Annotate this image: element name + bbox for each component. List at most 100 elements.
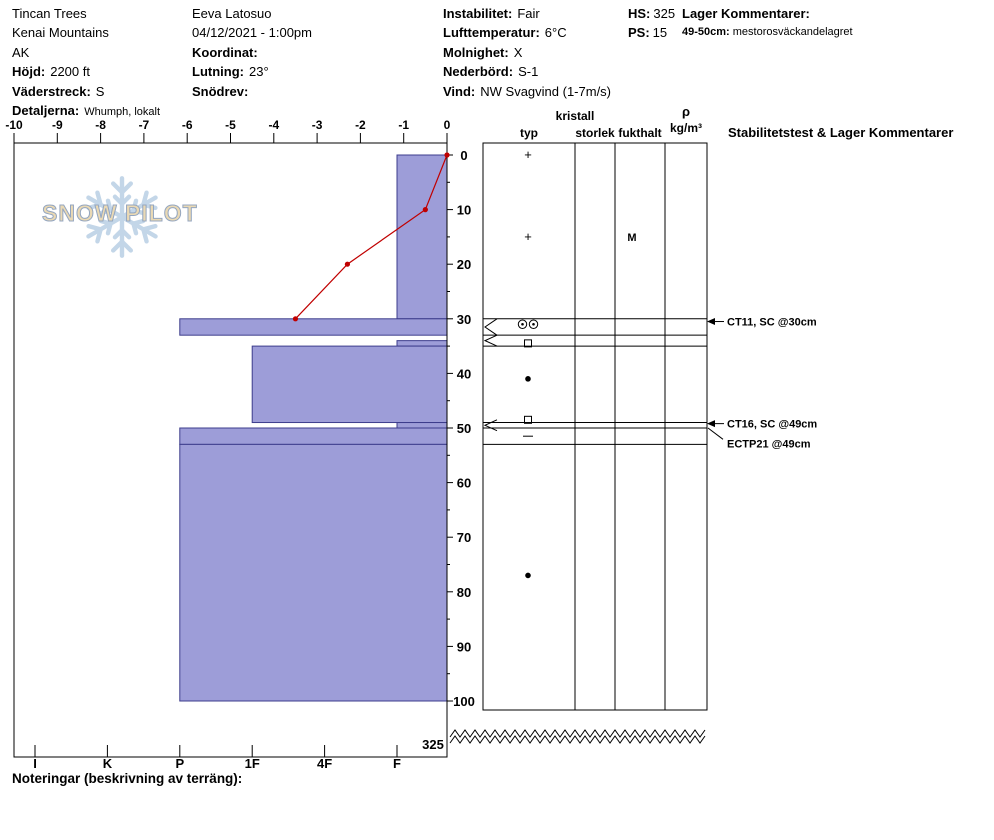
- grain-symbol-square: [524, 415, 532, 424]
- depth-axis-label: 60: [457, 476, 471, 491]
- aspect-row: Väderstreck: S: [12, 82, 160, 101]
- test-arrow-head: [707, 318, 715, 326]
- depth-axis-label: 40: [457, 366, 471, 381]
- site-name: Tincan Trees: [12, 6, 87, 21]
- wind-row: Vind: NW Svagvind (1-7m/s): [443, 82, 611, 101]
- state: AK: [12, 44, 30, 60]
- elevation-label: Höjd:: [12, 64, 46, 80]
- hs-row: HS: 325: [628, 4, 675, 23]
- snow-layer-bar: [179, 427, 448, 445]
- hs-value: 325: [653, 6, 676, 21]
- header-location: Tincan Trees Kenai Mountains AK Höjd: 220…: [12, 4, 160, 122]
- air-temp-value: 6°C: [544, 25, 567, 41]
- test-label: CT11, SC @30cm: [727, 317, 817, 329]
- test-arrow-head: [707, 420, 715, 428]
- temp-axis-label: -4: [268, 118, 279, 132]
- coordinates-label: Koordinat:: [192, 44, 258, 60]
- grain-symbol-plus: +: [524, 147, 532, 162]
- depth-axis-label: 10: [457, 203, 471, 218]
- grain-symbol-square: [524, 339, 532, 348]
- temp-axis-label: -7: [139, 118, 150, 132]
- grain-symbol-circle: [528, 319, 539, 329]
- snow-layer-bar: [179, 443, 448, 702]
- snow-layer-bar: [251, 345, 448, 424]
- temp-axis-label: -5: [225, 118, 236, 132]
- slope-label: Lutning:: [192, 64, 244, 80]
- precip-label: Nederbörd:: [443, 64, 514, 80]
- ps-row: PS: 15: [628, 23, 675, 42]
- wind-label: Vind:: [443, 83, 476, 99]
- temp-axis-label: -1: [398, 118, 409, 132]
- grain-symbol-dot: [525, 572, 531, 579]
- sky-value: X: [513, 44, 523, 60]
- column-header-typ: typ: [520, 126, 538, 140]
- header-totals: HS: 325 PS: 15: [628, 4, 675, 43]
- layer-comment-text: mestorosväckandelagret: [732, 26, 853, 39]
- depth-axis-label: 90: [457, 639, 471, 654]
- temp-axis-label: -6: [182, 118, 193, 132]
- sky-label: Molnighet:: [443, 44, 509, 60]
- column-header-kristall: kristall: [555, 109, 595, 123]
- stability-tests-header: Stabilitetstest & Lager Kommentarer: [728, 125, 954, 140]
- column-header-density: ρ: [681, 104, 691, 119]
- hardness-axis-label: K: [103, 756, 113, 771]
- header-observation: Eeva Latosuo 04/12/2021 - 1:00pm Koordin…: [192, 4, 312, 101]
- total-depth-label: 325: [422, 737, 444, 752]
- temperature-point: [444, 152, 450, 158]
- coordinates-row: Koordinat:: [192, 43, 312, 62]
- temperature-point: [292, 316, 299, 322]
- depth-axis-label: 80: [457, 585, 471, 600]
- header-layer-comments: Lager Kommentarer: 49-50cm: mestorosväck…: [682, 4, 853, 40]
- test-label: CT16, SC @49cm: [727, 419, 817, 431]
- temp-axis-label: -10: [5, 118, 23, 132]
- precip-row: Nederbörd: S-1: [443, 62, 611, 81]
- temp-axis-label: -9: [52, 118, 63, 132]
- temperature-point: [344, 261, 351, 267]
- moisture-label: M: [627, 232, 636, 244]
- temp-axis-label: -3: [312, 118, 323, 132]
- mountain-range: Kenai Mountains: [12, 25, 109, 41]
- grain-symbol-circle: [517, 319, 528, 329]
- air-temp-label: Lufttemperatur:: [443, 25, 540, 41]
- header-conditions: Instabilitet: Fair Lufttemperatur: 6°C Mol…: [443, 4, 611, 101]
- depth-axis-label: 30: [457, 312, 471, 327]
- watermark-text: SNOW PILOT: [42, 200, 198, 227]
- depth-axis-label: 20: [457, 257, 471, 272]
- snow-layer-bar: [396, 340, 448, 347]
- drift-label: Snödrev:: [192, 83, 249, 99]
- temp-axis-label: -2: [355, 118, 366, 132]
- details-value: Whumph, lokalt: [84, 106, 161, 119]
- hardness-axis-label: P: [175, 756, 184, 771]
- hs-label: HS:: [628, 6, 651, 21]
- slope-row: Lutning: 23°: [192, 62, 312, 81]
- elevation-value: 2200 ft: [50, 64, 90, 80]
- test-label: ECTP21 @49cm: [727, 438, 811, 450]
- snow-layer-bar: [396, 422, 448, 429]
- grain-symbol-circle-dot: [532, 322, 535, 326]
- temp-axis-label: -8: [95, 118, 106, 132]
- snowpilot-watermark: SNOW PILOT: [40, 173, 215, 265]
- instability-value: Fair: [517, 6, 540, 21]
- precip-value: S-1: [518, 64, 539, 80]
- depth-break-zigzag: [449, 729, 706, 738]
- instability-label: Instabilitet:: [443, 6, 513, 21]
- thin-layer-wedge: [483, 419, 498, 432]
- snowflake-icon: [78, 176, 166, 261]
- ps-label: PS:: [628, 25, 650, 41]
- grain-symbol-circle-dot: [521, 322, 524, 326]
- terrain-notes-label: Noteringar (beskrivning av terräng):: [12, 771, 243, 786]
- panel-border: [482, 142, 708, 711]
- depth-axis-label: 50: [457, 421, 471, 436]
- temperature-line: [295, 154, 448, 320]
- layer-comments-title: Lager Kommentarer:: [682, 6, 810, 21]
- snow-layer-bar: [396, 154, 448, 320]
- elevation-row: Höjd: 2200 ft: [12, 62, 160, 81]
- drift-row: Snödrev:: [192, 82, 312, 101]
- wind-value: NW Svagvind (1-7m/s): [480, 83, 612, 99]
- depth-break-zigzag: [449, 735, 706, 744]
- hardness-axis-label: 1F: [245, 756, 260, 771]
- details-row: Detaljerna: Whumph, lokalt: [12, 101, 160, 122]
- temp-axis-label: 0: [444, 118, 451, 132]
- test-connector-line: [707, 427, 724, 440]
